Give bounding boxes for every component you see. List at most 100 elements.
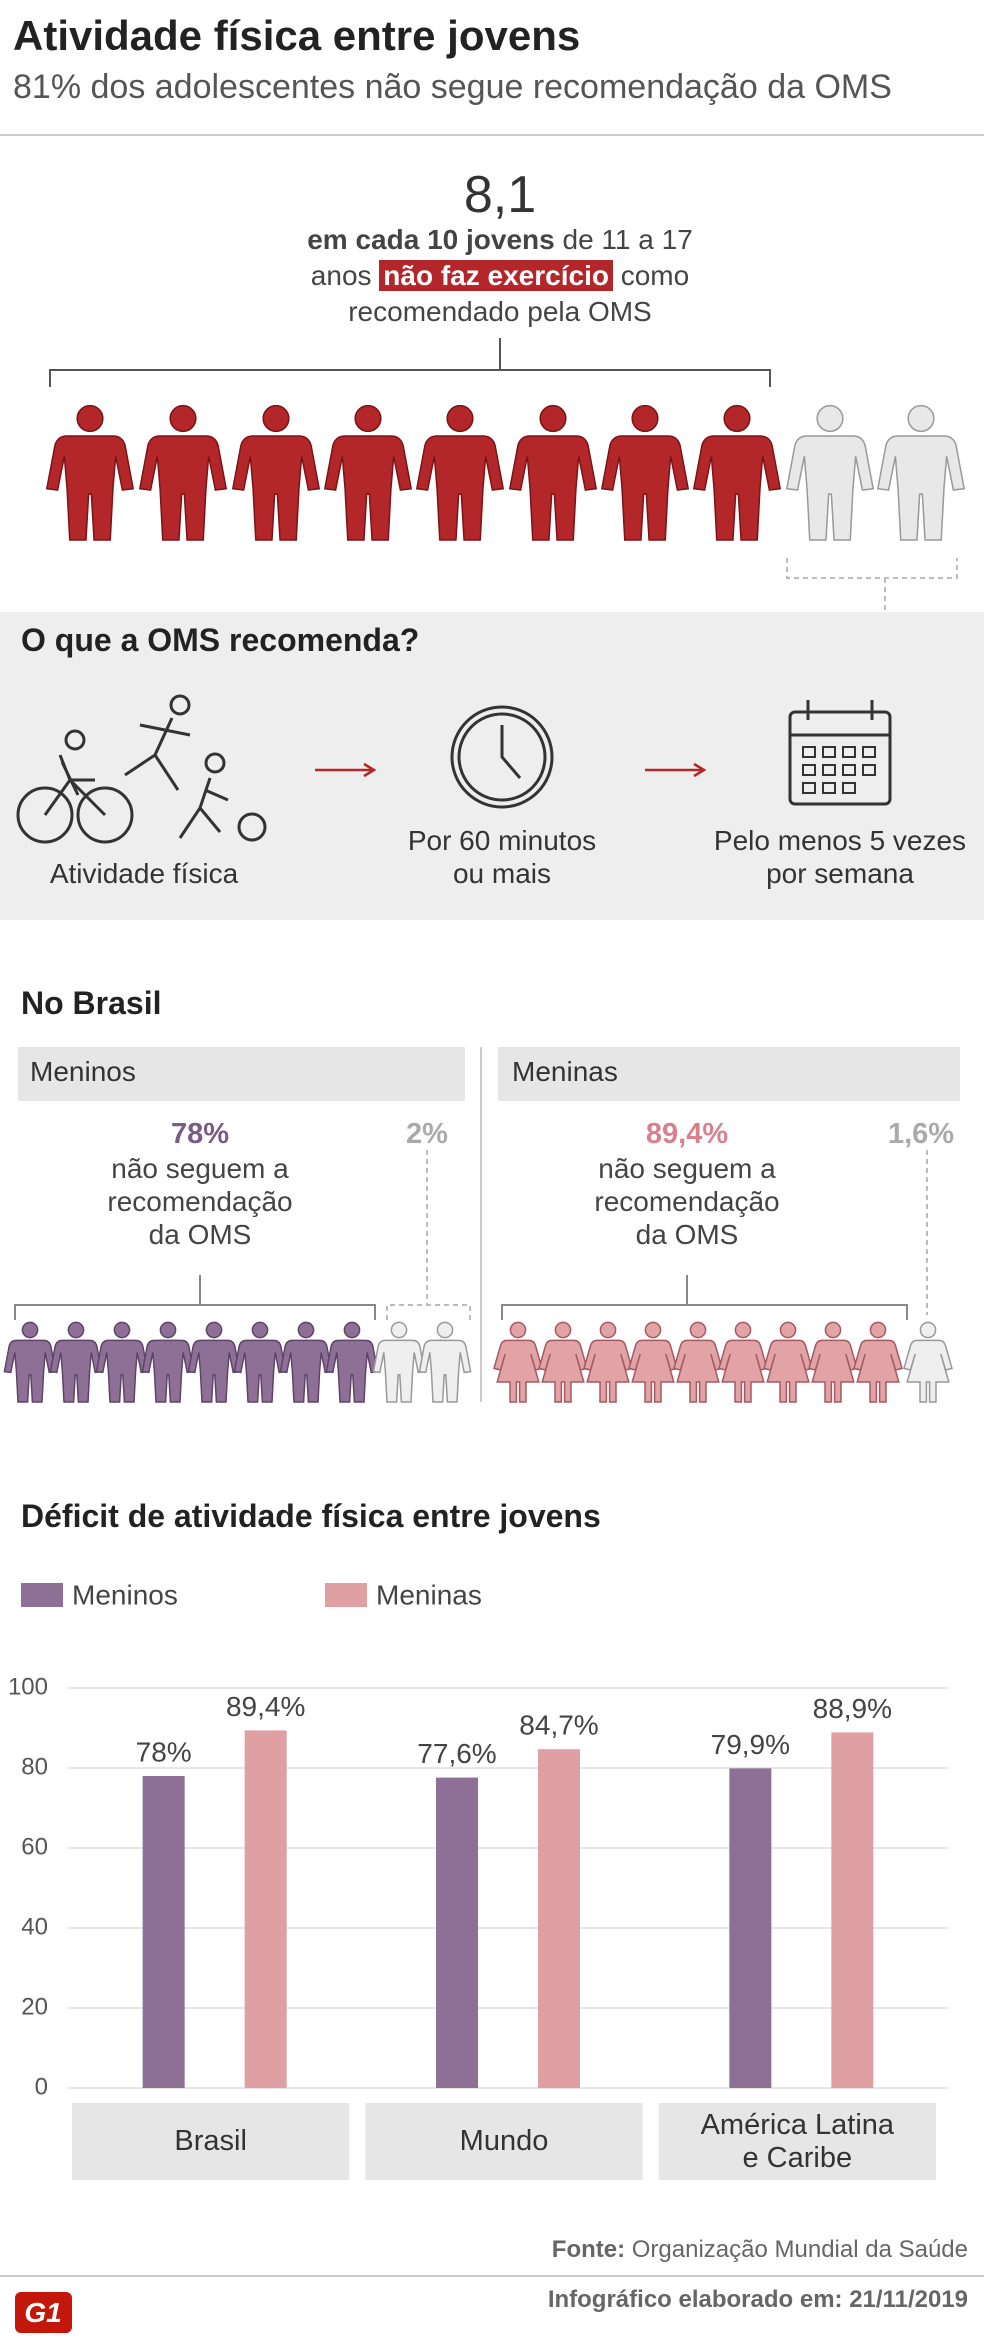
person-body [494,1340,542,1402]
person-body [674,1340,722,1402]
person-icon [694,406,780,540]
person-body [280,1340,331,1402]
person-body [233,436,319,540]
bar [244,1730,287,2088]
stat-text: como [620,260,690,291]
person-body [188,1340,239,1402]
y-tick-label: 20 [21,1993,48,2020]
person-head [510,1322,525,1337]
person-head [540,406,566,432]
stat-bold: em cada 10 jovens [307,224,555,255]
clock-icon [450,705,554,809]
person-head [355,406,381,432]
section-title: No Brasil [21,985,162,1021]
person-icon [809,1322,857,1402]
recommend-text: ou mais [452,858,552,889]
person-icon [142,1322,193,1402]
dashed-bracket [386,1150,471,1320]
person-head [437,1322,452,1337]
recommend-item: Pelo menos 5 vezes por semana [660,815,984,890]
person-head [600,1322,615,1337]
person-icon [140,406,226,540]
group-percent: 89,4% [645,1118,729,1150]
stat-number: 8,1 [463,166,537,224]
person-icon [629,1322,677,1402]
group-percent: 78% [170,1118,230,1150]
person-head [645,1322,660,1337]
x-tick-label: Mundo [365,2103,642,2180]
recommend-text: Por 60 minutos [407,825,597,856]
group-text: não seguem a recomendação da OMS [537,1152,837,1251]
stat-text: em cada 10 jovens de 11 a 17 anos não fa… [150,222,850,330]
value-label: 88,9% [813,1693,892,1724]
person-head [170,406,196,432]
legend-label: Meninos [72,1579,178,1610]
person-icon [50,1322,101,1402]
person-body [234,1340,285,1402]
person-body [326,1340,377,1402]
recommend-item: Atividade física [0,815,324,890]
person-icon [4,1322,55,1402]
person-head [920,1322,935,1337]
person-body [417,436,503,540]
person-head [160,1322,175,1337]
date-label: Infográfico elaborado em: [547,2286,843,2313]
person-icon [584,1322,632,1402]
x-tick-text: América Latina e Caribe [700,2108,895,2174]
group-label: Meninas [512,1056,618,1087]
y-tick-label: 40 [21,1913,48,1940]
value-label: 77,6% [417,1738,496,1769]
stat-text: recomendado pela OMS [348,296,652,327]
person-head [908,406,934,432]
stat-highlight: não faz exercício [379,260,613,291]
person-icon [510,406,596,540]
y-tick-label: 60 [21,1833,48,1860]
bar [142,1776,185,2088]
source-text: Organização Mundial da Saúde [631,2236,968,2263]
person-icon [373,1322,424,1402]
person-body [719,1340,767,1402]
person-head [447,406,473,432]
bracket [14,1275,376,1320]
person-head [298,1322,313,1337]
person-head [206,1322,221,1337]
person-body [325,436,411,540]
person-head [77,406,103,432]
person-body [878,436,964,540]
date: Infográfico elaborado em: 21/11/2019 [548,2286,968,2314]
person-head [391,1322,406,1337]
stat-text: anos [310,260,372,291]
value-label: 84,7% [519,1710,598,1741]
category-box [72,2103,350,2180]
logo: G1 [24,2297,61,2328]
person-icon [188,1322,239,1402]
person-icon [234,1322,285,1402]
person-icon [96,1322,147,1402]
source: Fonte: Organização Mundial da Saúde [552,2236,968,2264]
category-box [365,2103,643,2180]
value-label: 89,4% [226,1691,305,1722]
arrow [315,762,377,778]
person-body [787,436,873,540]
person-head [780,1322,795,1337]
group-box [18,1047,465,1101]
person-icon [674,1322,722,1402]
person-body [419,1340,470,1402]
y-tick-label: 0 [35,2073,48,2100]
x-tick-label: Brasil [72,2103,349,2180]
group-text-line: recomendação [594,1186,780,1217]
activity-icon [16,694,267,844]
person-head [68,1322,83,1337]
person-body [142,1340,193,1402]
value-label: 79,9% [711,1729,790,1760]
person-icon [233,406,319,540]
person-icon [878,406,964,540]
person-body [854,1340,902,1402]
person-icon [326,1322,377,1402]
section-title: O que a OMS recomenda? [21,622,420,658]
legend-swatch [21,1583,63,1607]
person-head [22,1322,37,1337]
category-box [658,2103,936,2180]
person-icon [47,406,133,540]
person-icon [602,406,688,540]
